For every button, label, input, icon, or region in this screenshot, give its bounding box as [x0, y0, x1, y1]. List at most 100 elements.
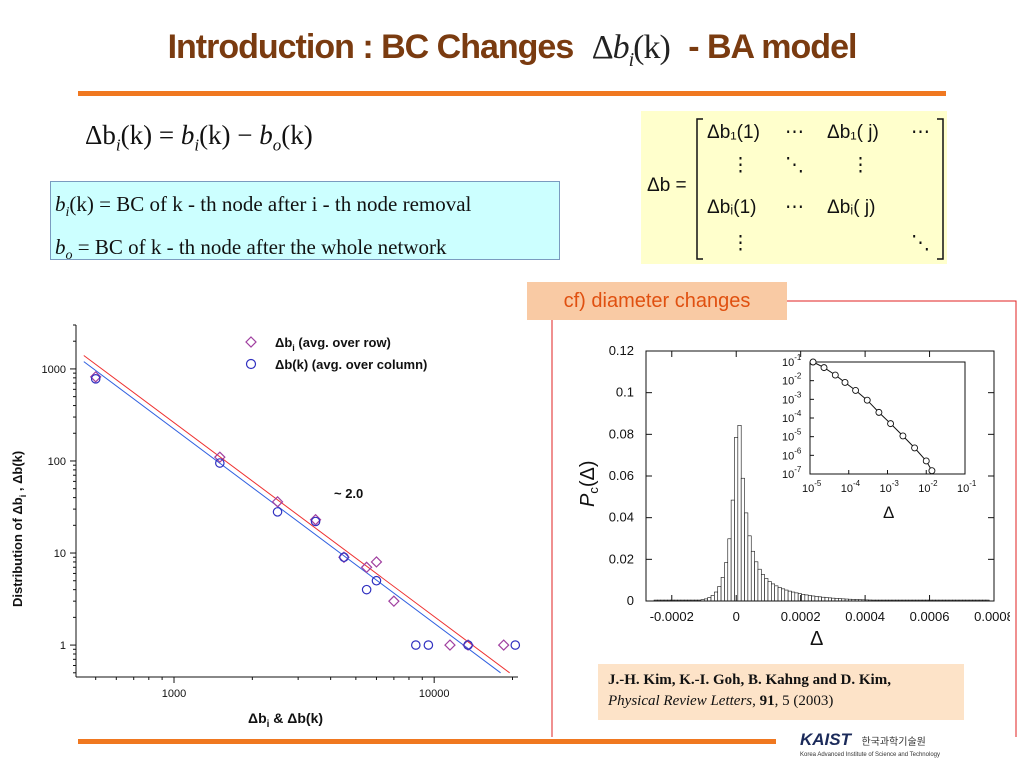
definition-line-1: bi(k) = BC of k - th node after i - th n… [55, 187, 559, 230]
c2-histogram-bar [714, 591, 719, 602]
matrix-r1c4: ⋯ [911, 122, 930, 143]
c1-fit-line-diamond [83, 355, 510, 674]
matrix-r1c3: Δb₁( j) [827, 122, 879, 143]
c1-point-circle [339, 552, 349, 563]
c2-inset-y-tick-label: 10-7 [782, 465, 802, 481]
matrix-r2c2: ⋱ [785, 155, 804, 176]
title-sub: i [628, 48, 634, 71]
c1-point-circle [423, 640, 434, 650]
c2-inset-y-tick-label: 10-3 [782, 390, 802, 406]
c2-histogram-bar [767, 581, 772, 602]
title-delta: Δ [591, 29, 614, 66]
c1-x-tick-label: 1000 [162, 688, 186, 700]
matrix-box: Δb = Δb₁(1) ⋯ Δb₁( j) ⋯ ⋮ ⋱ ⋮ Δbᵢ(1) ⋯ Δ… [641, 111, 947, 264]
c2-histogram-bar [727, 538, 732, 602]
def2-text: = BC of k - th node after the whole netw… [72, 235, 447, 260]
matrix-svg: Δb = Δb₁(1) ⋯ Δb₁( j) ⋯ ⋮ ⋱ ⋮ Δbᵢ(1) ⋯ Δ… [647, 118, 944, 260]
eq-t2-arg: (k) [281, 120, 313, 150]
c1-ylabel: Distribution of Δbi , Δb(k) [10, 451, 28, 607]
c2-histogram-bar [740, 477, 745, 602]
c1-point-circle [371, 575, 382, 586]
c2-inset-frame [809, 361, 966, 475]
c2-histogram-bar [784, 589, 789, 602]
c2-histogram-bar [754, 561, 759, 602]
c2-inset-x-tick-label: 10-2 [918, 479, 938, 495]
c2-inset-point [831, 371, 839, 379]
logo-korean: 한국과학기술원 [861, 737, 926, 748]
c2-histogram-bar [720, 577, 725, 602]
c2-inset-x-tick-label: 10-1 [957, 479, 977, 495]
c2-histogram-bar [777, 587, 782, 602]
c1-point-circle [90, 374, 101, 384]
c1-fit-line-circle [83, 361, 501, 674]
c2-histogram-bar [717, 586, 722, 602]
c2-inset-x-tick-label: 10-5 [802, 479, 822, 495]
red-frame-right [787, 300, 1017, 737]
c1-point-diamond [444, 639, 456, 651]
c2-inset-x-tick-label: 10-3 [880, 479, 900, 495]
c1-point-circle [510, 640, 521, 650]
title-text: Introduction : BC Changes [167, 28, 575, 66]
c2-inset-point [875, 408, 883, 416]
matrix-r3c2: ⋯ [785, 197, 804, 218]
c1-slope-annotation: ~ 2.0 [334, 486, 363, 501]
c1-y-tick-label: 1 [60, 640, 66, 652]
definition-box: bi(k) = BC of k - th node after i - th n… [50, 181, 560, 263]
c2-inset-point [863, 396, 871, 404]
c2-histogram-bar [710, 595, 715, 602]
logo-english: Korea Advanced Institute of Science and … [800, 752, 940, 758]
matrix-r1c2: ⋯ [785, 122, 804, 143]
c2-inset-point [852, 386, 860, 394]
eq-t1: b [180, 120, 195, 150]
title-b: b [612, 29, 630, 66]
c1-xlabel: Δbi & Δb(k) [248, 710, 323, 730]
c2-histogram-bar [781, 588, 786, 602]
c1-point-diamond [213, 451, 226, 464]
reference-rest: , 5 (2003) [774, 693, 834, 709]
reference-citation: Physical Review Letters, 91, 5 (2003) [608, 691, 964, 712]
matrix-r2c3: ⋮ [851, 155, 870, 176]
c1-point-circle [361, 584, 372, 595]
c2-inset-xlabel: Δ [883, 503, 894, 522]
c1-point-diamond [388, 595, 400, 608]
c1-y-tick-label: 100 [48, 456, 66, 468]
c2-inset: 10-5 10-4 10-3 10-2 10-1 10-1 10-2 10-3 10-4 10-5… [782, 353, 977, 522]
c2-histogram-bar [804, 594, 809, 602]
def2-var: b [55, 235, 66, 260]
c1-point-circle [272, 507, 283, 517]
def1-var: b [55, 192, 66, 216]
c2-x-tick-label: 0 [733, 609, 740, 624]
c1-point-circle [463, 640, 473, 650]
c2-y-tick-label: 0.02 [609, 551, 634, 566]
c2-inset-point [928, 467, 936, 475]
title-suffix: - BA model [688, 28, 857, 66]
c2-histogram-bar [747, 535, 752, 602]
def2-sub: o [65, 248, 73, 264]
matrix-right-bracket [937, 118, 944, 260]
matrix-lhs: Δb = [647, 175, 687, 196]
c2-y-tick-label: 0.12 [609, 343, 634, 358]
c1-point-circle [310, 516, 321, 527]
c2-histogram-bar [707, 597, 712, 602]
c2-histogram-bar [734, 437, 739, 602]
definition-line-2: bo = BC of k - th node after the whole n… [55, 230, 559, 273]
c2-histogram-bar [787, 590, 792, 602]
c1-point-circle [411, 640, 421, 650]
c2-ylabel: Pc(Δ) [577, 460, 601, 507]
matrix-r3c3: Δbᵢ( j) [827, 197, 875, 218]
c2-histogram-bar [791, 591, 796, 602]
c2-histogram-bar [821, 596, 826, 602]
main-equation: Δbi(k) = bi(k) − bo(k) [85, 120, 313, 155]
legend-entry-column: Δb(k) (avg. over column) [275, 357, 427, 372]
c2-inset-point [922, 457, 930, 465]
c2-histogram-bar [760, 574, 765, 602]
c2-histogram-bar [794, 592, 799, 602]
c2-inset-point [887, 420, 895, 428]
c2-histogram-bar [811, 595, 816, 602]
c1-point-diamond [89, 371, 102, 383]
c2-histogram-bar [730, 499, 735, 602]
c1-point-circle [215, 458, 225, 468]
c2-inset-point [841, 379, 849, 386]
c2-x-tick-label: -0.0002 [650, 609, 694, 624]
